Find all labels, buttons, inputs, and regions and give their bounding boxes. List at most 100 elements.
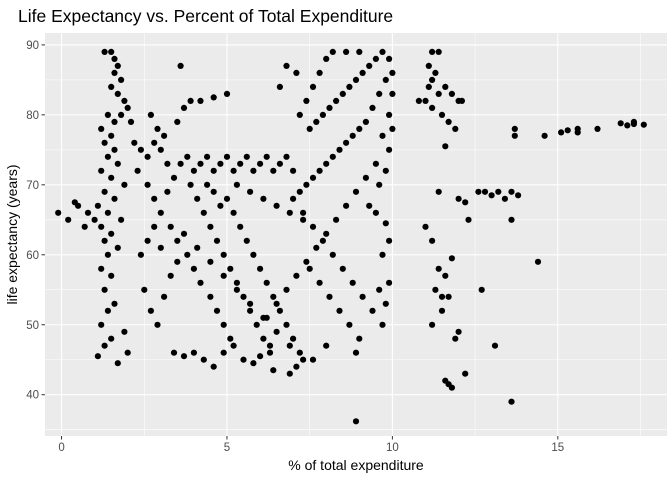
data-point bbox=[382, 300, 389, 307]
data-point bbox=[151, 139, 158, 146]
data-point bbox=[286, 342, 293, 349]
data-point bbox=[137, 251, 144, 258]
data-point bbox=[442, 272, 449, 279]
data-point bbox=[438, 293, 446, 300]
data-point bbox=[111, 69, 118, 76]
data-point bbox=[478, 286, 485, 293]
data-point bbox=[445, 118, 452, 125]
data-point bbox=[260, 195, 267, 202]
data-point bbox=[237, 160, 244, 167]
data-point bbox=[435, 48, 442, 56]
data-point bbox=[71, 199, 78, 206]
data-point bbox=[217, 202, 224, 209]
data-point bbox=[220, 349, 227, 356]
plot-panel bbox=[45, 33, 667, 436]
data-point bbox=[630, 120, 638, 128]
data-point bbox=[346, 321, 353, 328]
data-point bbox=[329, 251, 336, 258]
data-point bbox=[323, 55, 330, 63]
data-point bbox=[167, 223, 174, 230]
data-point bbox=[372, 160, 379, 167]
data-point bbox=[210, 167, 217, 174]
data-point bbox=[144, 181, 151, 188]
x-axis-ticks: 0 5 10 15 bbox=[58, 436, 564, 454]
data-point bbox=[247, 188, 254, 195]
data-point bbox=[65, 216, 72, 223]
data-point bbox=[574, 129, 581, 136]
data-point bbox=[300, 356, 307, 363]
data-point bbox=[247, 307, 254, 314]
data-point bbox=[296, 188, 303, 195]
x-tick-label: 15 bbox=[551, 442, 564, 454]
data-point bbox=[276, 160, 283, 167]
data-point bbox=[425, 83, 432, 90]
data-point bbox=[349, 279, 356, 286]
data-point bbox=[640, 121, 647, 128]
data-point bbox=[319, 237, 326, 244]
data-point bbox=[283, 153, 290, 160]
data-point bbox=[448, 255, 455, 262]
data-point bbox=[164, 160, 171, 167]
data-point bbox=[488, 192, 495, 199]
data-point bbox=[154, 125, 161, 132]
data-point bbox=[108, 335, 115, 342]
data-point bbox=[101, 188, 108, 195]
data-point bbox=[257, 265, 264, 272]
data-point bbox=[190, 265, 197, 272]
data-point bbox=[270, 293, 277, 300]
data-point bbox=[495, 188, 502, 195]
data-point bbox=[260, 335, 267, 342]
data-point bbox=[187, 97, 194, 104]
data-point bbox=[154, 321, 161, 328]
y-axis-title: life expectancy (years) bbox=[4, 164, 20, 304]
data-point bbox=[511, 132, 518, 139]
data-point bbox=[273, 300, 280, 307]
data-point bbox=[207, 258, 214, 265]
data-point bbox=[177, 160, 184, 167]
data-point bbox=[227, 335, 234, 342]
data-point bbox=[180, 353, 188, 360]
data-point bbox=[293, 363, 300, 370]
data-point bbox=[121, 97, 128, 104]
data-point bbox=[386, 279, 393, 286]
data-point bbox=[233, 286, 240, 293]
data-point bbox=[452, 125, 459, 132]
data-point bbox=[442, 83, 449, 90]
data-point bbox=[263, 314, 270, 321]
data-point bbox=[389, 69, 396, 76]
x-axis-title: % of total expenditure bbox=[288, 457, 424, 473]
data-point bbox=[362, 118, 369, 125]
data-point bbox=[429, 237, 436, 244]
data-point bbox=[343, 202, 350, 209]
data-point bbox=[564, 127, 571, 134]
data-point bbox=[389, 125, 396, 132]
data-point bbox=[197, 279, 204, 286]
data-point bbox=[296, 349, 303, 356]
data-point bbox=[359, 293, 366, 300]
data-point bbox=[316, 69, 323, 76]
data-point bbox=[273, 328, 280, 335]
data-point bbox=[343, 139, 350, 146]
data-point bbox=[250, 251, 257, 258]
data-point bbox=[98, 223, 105, 230]
data-point bbox=[445, 293, 452, 300]
data-point bbox=[313, 244, 320, 251]
data-point bbox=[369, 104, 376, 111]
data-point bbox=[435, 188, 442, 195]
data-point bbox=[435, 265, 442, 272]
data-point bbox=[415, 97, 422, 104]
data-point bbox=[511, 125, 518, 132]
data-point bbox=[491, 342, 499, 349]
data-point bbox=[184, 251, 191, 258]
data-point bbox=[114, 90, 121, 97]
data-point bbox=[101, 342, 108, 349]
data-point bbox=[204, 181, 211, 188]
data-point bbox=[432, 286, 439, 293]
data-point bbox=[333, 216, 340, 223]
data-point bbox=[448, 384, 455, 391]
data-point bbox=[134, 167, 141, 174]
data-point bbox=[352, 188, 360, 195]
data-point bbox=[319, 111, 326, 118]
data-point bbox=[309, 223, 317, 230]
data-point bbox=[104, 153, 111, 160]
